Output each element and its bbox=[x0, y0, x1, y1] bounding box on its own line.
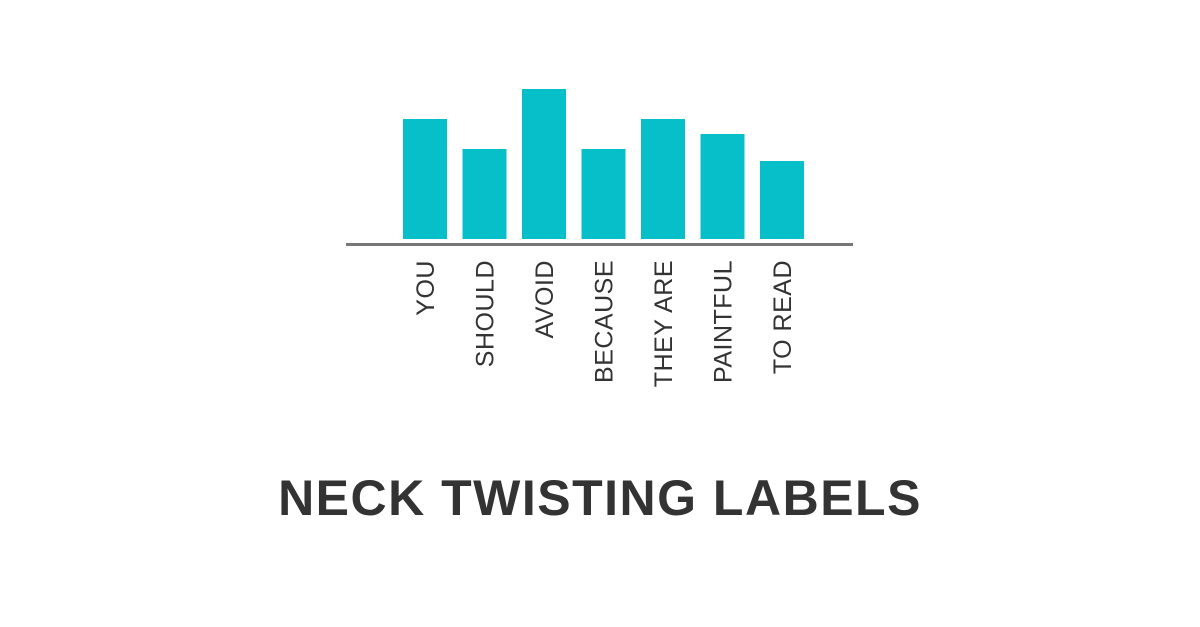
tick-label-paintful: PAINTFUL bbox=[710, 260, 738, 383]
bar-paintful bbox=[700, 134, 745, 239]
tick-label-to-read: TO READ bbox=[769, 260, 797, 374]
bar-you bbox=[403, 119, 447, 239]
tick-label-you: YOU bbox=[412, 260, 440, 316]
bars-group bbox=[403, 89, 804, 239]
category-labels-group: YOU SHOULD AVOID BECAUSE THEY ARE PAINTFUL TO … bbox=[412, 260, 797, 387]
bar-to-read bbox=[760, 161, 804, 239]
tick-label-because: BECAUSE bbox=[591, 260, 619, 383]
tick-label-should: SHOULD bbox=[472, 260, 500, 367]
tick-label-they-are: THEY ARE bbox=[650, 260, 678, 387]
headline: NECK TWISTING LABELS bbox=[278, 470, 922, 526]
bar-they-are bbox=[641, 119, 685, 239]
bar-should bbox=[462, 149, 507, 239]
tick-label-avoid: AVOID bbox=[531, 260, 559, 338]
bar-avoid bbox=[522, 89, 566, 239]
bar-because bbox=[581, 149, 626, 239]
